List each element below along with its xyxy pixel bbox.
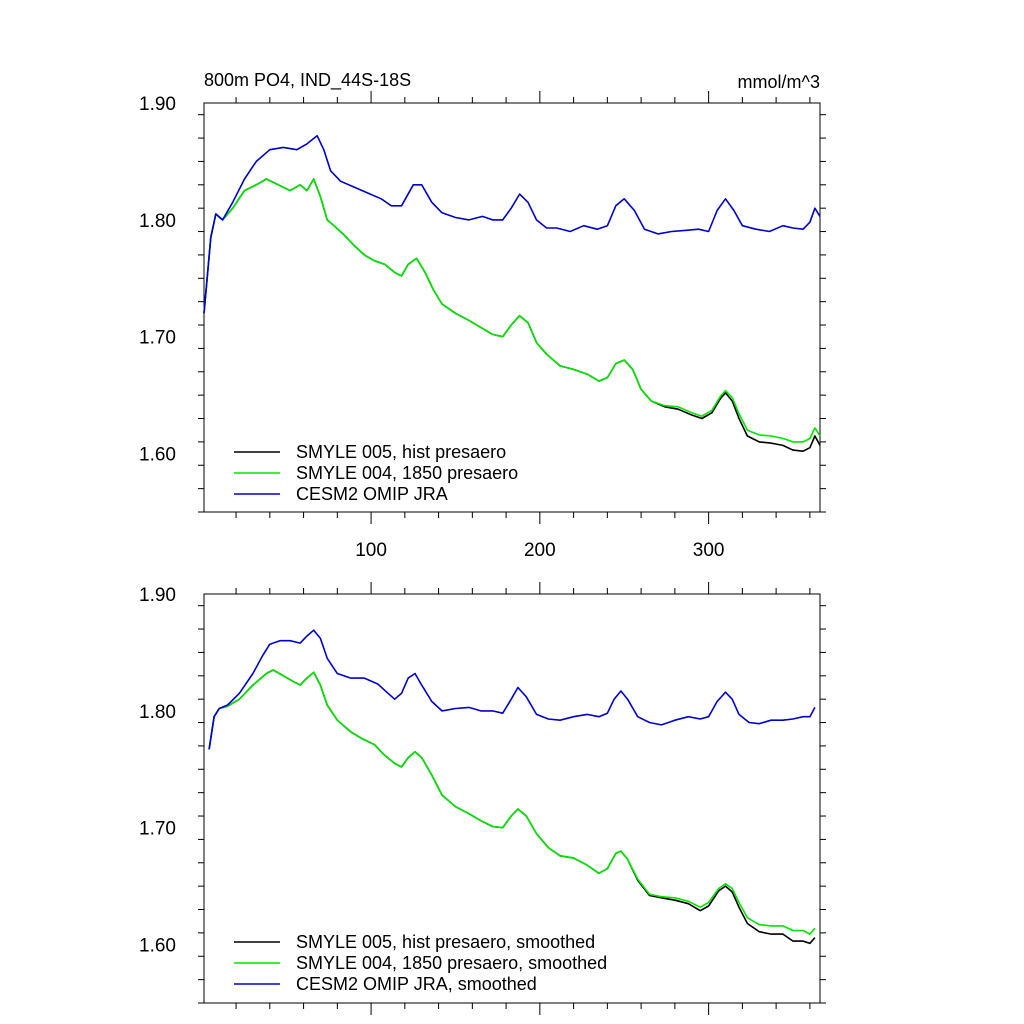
series-line xyxy=(203,134,821,314)
y-tick-label: 1.90 xyxy=(139,94,176,115)
legend-label: SMYLE 004, 1850 presaero xyxy=(296,463,518,483)
y-tick-label: 1.80 xyxy=(139,211,176,232)
x-tick-label: 300 xyxy=(693,540,725,561)
legend-label: CESM2 OMIP JRA xyxy=(296,484,448,504)
timeseries-panel-raw: 1.90 1.80 1.70 1.60 100 200 300 SMYLE 005, hist… xyxy=(139,91,826,561)
y-tick-label: 1.70 xyxy=(139,819,176,840)
plot-frame xyxy=(203,593,821,1004)
series-line xyxy=(208,669,816,945)
y-tick-label: 1.60 xyxy=(139,445,176,466)
timeseries-panel-smoothed: 1.90 1.80 1.70 1.60 SMYLE 005, hist presaero… xyxy=(139,582,826,1015)
series-line xyxy=(203,178,821,443)
units-label: mmol/m^3 xyxy=(738,72,820,92)
legend-label: CESM2 OMIP JRA, smoothed xyxy=(296,974,537,994)
chart-title: 800m PO4, IND_44S-18S xyxy=(204,70,411,91)
y-tick-label: 1.70 xyxy=(139,328,176,349)
series-line xyxy=(208,629,816,750)
x-tick-label: 200 xyxy=(524,540,556,561)
x-tick-label: 100 xyxy=(355,540,387,561)
series-line xyxy=(203,178,821,452)
y-tick-label: 1.60 xyxy=(139,936,176,957)
y-tick-label: 1.80 xyxy=(139,702,176,723)
y-tick-label: 1.90 xyxy=(139,585,176,606)
legend-label: SMYLE 005, hist presaero, smoothed xyxy=(296,932,595,952)
legend-label: SMYLE 004, 1850 presaero, smoothed xyxy=(296,953,607,973)
series-line xyxy=(208,669,816,935)
legend-label: SMYLE 005, hist presaero xyxy=(296,442,506,462)
